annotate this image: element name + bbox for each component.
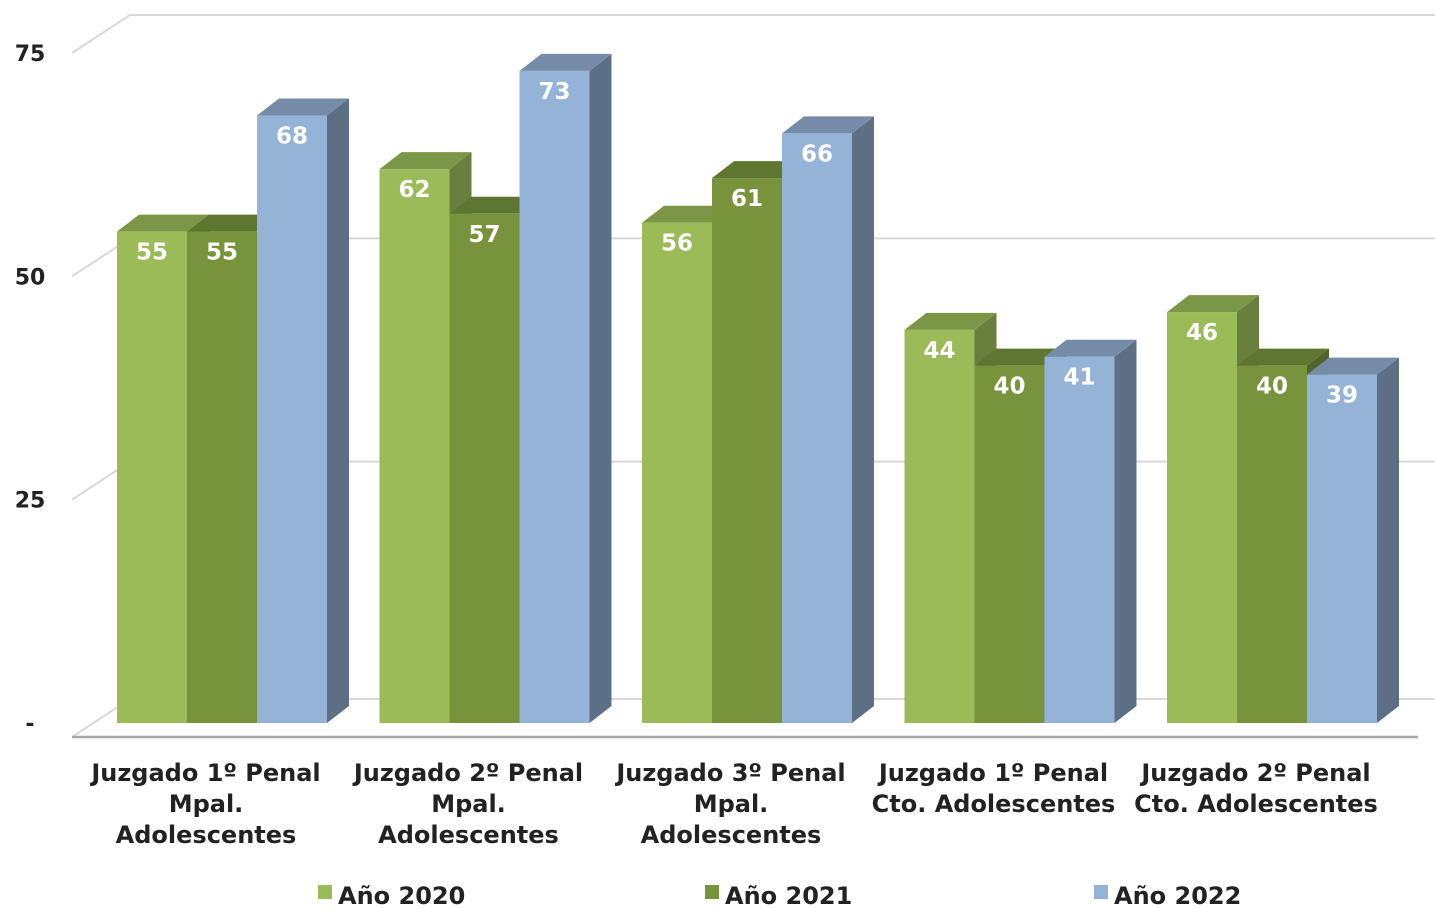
legend-swatch	[705, 885, 719, 899]
bar-front	[519, 70, 590, 723]
bar-front	[379, 169, 450, 724]
bar-top	[712, 161, 804, 179]
data-label: 46	[1186, 320, 1218, 346]
legend-label: Año 2021	[725, 882, 852, 908]
data-label: 44	[923, 338, 955, 364]
bar-front	[974, 365, 1045, 723]
bar-front	[782, 133, 852, 723]
x-tick-label: Cto. Adolescentes	[1134, 790, 1378, 818]
bar: 68	[257, 98, 349, 724]
x-tick-label: Juzgado 1º Penal	[89, 759, 320, 787]
bar-side	[327, 98, 349, 724]
data-label: 61	[731, 186, 763, 212]
x-tick-label: Cto. Adolescentes	[872, 790, 1116, 818]
bar-top	[782, 116, 874, 134]
x-tick-label: Juzgado 1º Penal	[877, 759, 1108, 787]
bar-front	[449, 213, 520, 724]
x-tick-label: Mpal.	[694, 790, 769, 818]
bar-top	[187, 214, 279, 232]
gridline-depth	[71, 14, 131, 54]
data-label: 57	[468, 222, 500, 248]
bar-top	[1307, 357, 1399, 375]
data-label: 40	[1256, 374, 1288, 400]
bar-side	[1377, 357, 1399, 723]
legend-label: Año 2022	[1114, 882, 1241, 908]
bar-top	[1237, 348, 1329, 366]
y-tick-label: 50	[15, 265, 46, 290]
bar-side	[852, 116, 874, 723]
bar-top	[1167, 295, 1259, 313]
data-label: 40	[993, 374, 1025, 400]
bar: 39	[1307, 357, 1399, 723]
data-label: 66	[801, 141, 833, 167]
legend-item: Año 2020	[318, 882, 465, 908]
x-tick-label: Juzgado 2º Penal	[1139, 759, 1370, 787]
data-label: 56	[661, 231, 693, 257]
legend-swatch	[1094, 885, 1108, 899]
data-label: 55	[136, 240, 168, 266]
bar-front	[1237, 365, 1307, 723]
bar-top	[449, 196, 542, 214]
x-tick-label: Mpal.	[169, 790, 244, 818]
bar-top	[117, 214, 209, 232]
x-tick-label: Juzgado 2º Penal	[352, 759, 583, 787]
bar-front	[642, 222, 712, 723]
bar: 66	[782, 116, 874, 723]
legend-label: Año 2020	[338, 882, 465, 908]
x-tick-label: Adolescentes	[641, 821, 822, 849]
bar-front	[1044, 356, 1115, 723]
data-label: 39	[1326, 383, 1358, 409]
bar-front	[712, 178, 782, 724]
data-label: 41	[1063, 365, 1095, 391]
legend-item: Año 2022	[1094, 882, 1241, 908]
x-tick-label: Adolescentes	[378, 821, 559, 849]
bar-front	[187, 231, 257, 723]
data-label: 62	[398, 177, 430, 203]
data-label: 68	[276, 124, 308, 150]
bar: 73	[519, 53, 612, 724]
y-tick-label: -	[25, 712, 34, 737]
bar-top	[257, 98, 349, 116]
bar-top	[1044, 339, 1137, 357]
bar-front	[117, 231, 187, 723]
legend: Año 2020 Año 2021 Año 2022	[318, 882, 1241, 908]
bar-top	[519, 53, 612, 71]
bar-front	[1307, 374, 1377, 723]
bar-side	[589, 53, 612, 724]
x-tick-label: Juzgado 3º Penal	[614, 759, 845, 787]
y-tick-label: 25	[15, 489, 46, 514]
bar: 41	[1044, 339, 1137, 723]
bar-top	[642, 205, 734, 223]
x-tick-label: Adolescentes	[116, 821, 297, 849]
bar-top	[904, 312, 997, 330]
x-tick-label: Mpal.	[431, 790, 506, 818]
bar-front	[1167, 312, 1237, 723]
bar-front	[257, 115, 327, 724]
bars: 55 55 68 62 57 73 56 61 66 44 40 41 46 40 39	[117, 53, 1399, 724]
bar-top	[379, 152, 472, 170]
bar-top	[974, 348, 1067, 366]
bar-side	[1114, 339, 1137, 723]
legend-swatch	[318, 885, 332, 899]
data-label: 55	[206, 240, 238, 266]
legend-item: Año 2021	[705, 882, 852, 908]
y-tick-label: 75	[15, 42, 46, 67]
bar-front	[904, 329, 975, 723]
data-label: 73	[538, 79, 570, 105]
